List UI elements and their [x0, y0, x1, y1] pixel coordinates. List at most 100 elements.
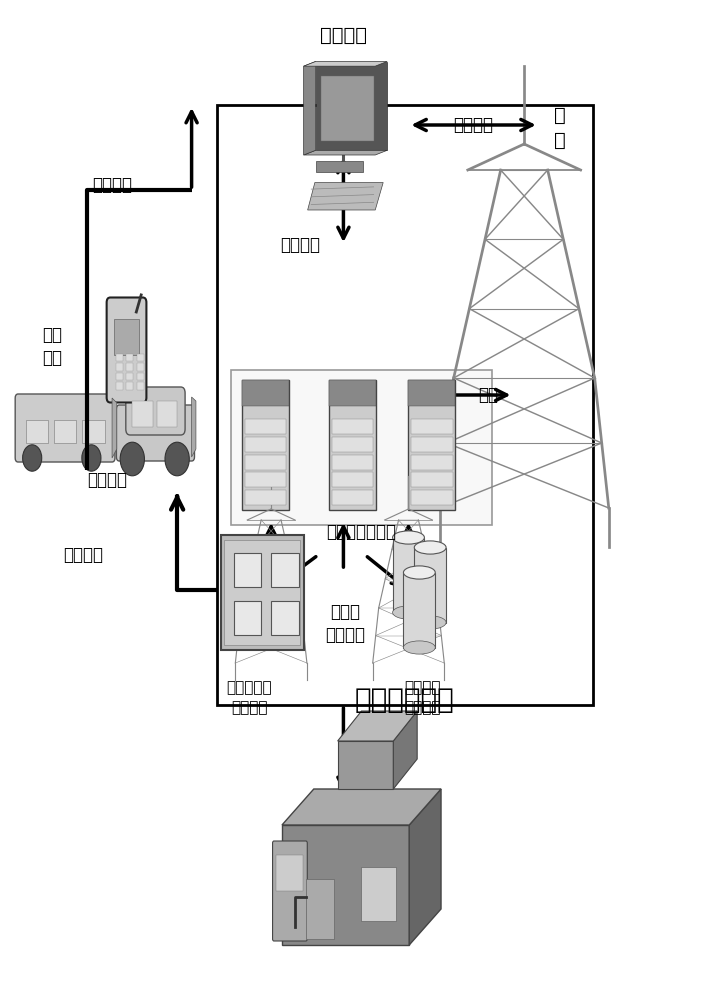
Bar [116, 354, 123, 361]
Bar [393, 538, 424, 612]
FancyBboxPatch shape [126, 387, 185, 435]
Text: 调度中心: 调度中心 [320, 26, 367, 45]
Bar [242, 380, 289, 510]
Bar [234, 601, 261, 635]
Bar [411, 455, 453, 470]
Polygon shape [304, 62, 388, 66]
Bar [245, 455, 286, 470]
Bar [245, 490, 286, 505]
Bar [408, 380, 455, 406]
Polygon shape [338, 711, 417, 741]
Polygon shape [315, 62, 388, 150]
Bar [245, 419, 286, 434]
Text: 更换电池: 更换电池 [63, 546, 103, 564]
Bar [271, 601, 299, 635]
Bar [217, 105, 593, 705]
Ellipse shape [393, 531, 424, 544]
Text: 多功能变流装置: 多功能变流装置 [327, 523, 396, 541]
Bar [137, 363, 144, 371]
Bar [242, 380, 289, 406]
Bar [132, 401, 153, 427]
Ellipse shape [393, 606, 424, 619]
Bar [82, 420, 105, 443]
Bar [54, 420, 77, 443]
Text: 车辆信息: 车辆信息 [92, 176, 132, 194]
Bar [414, 548, 446, 622]
Text: 功率: 功率 [478, 386, 498, 404]
Bar [127, 354, 133, 361]
Circle shape [120, 442, 145, 476]
Circle shape [165, 442, 189, 476]
Polygon shape [321, 76, 374, 141]
Bar [332, 455, 373, 470]
Circle shape [22, 445, 42, 471]
Bar [329, 380, 376, 510]
Bar [25, 420, 48, 443]
FancyBboxPatch shape [15, 394, 115, 462]
Text: 电动汽车: 电动汽车 [87, 471, 127, 489]
Bar [411, 472, 453, 487]
Text: 控制信息: 控制信息 [280, 236, 320, 254]
Text: 阶梯电池: 阶梯电池 [405, 680, 441, 696]
Bar [127, 373, 133, 380]
Ellipse shape [403, 566, 435, 579]
Ellipse shape [403, 641, 435, 654]
Polygon shape [304, 150, 388, 155]
Text: 终端: 终端 [42, 349, 62, 367]
Polygon shape [338, 741, 393, 789]
Bar [234, 553, 261, 587]
Text: 电: 电 [555, 105, 566, 124]
Bar [114, 319, 139, 355]
Bar [245, 472, 286, 487]
Bar [137, 354, 144, 361]
Bar [403, 572, 435, 648]
Bar [116, 382, 123, 390]
Polygon shape [304, 62, 315, 155]
Polygon shape [393, 711, 417, 789]
Bar [157, 401, 177, 427]
Text: 多目标: 多目标 [330, 603, 361, 621]
Bar [332, 419, 373, 434]
Bar [137, 382, 144, 390]
Text: 网: 网 [555, 130, 566, 149]
Text: 储能系统: 储能系统 [405, 700, 441, 716]
Ellipse shape [414, 616, 446, 629]
Polygon shape [282, 789, 441, 825]
FancyBboxPatch shape [273, 841, 307, 941]
Bar [276, 855, 304, 891]
Bar [329, 380, 376, 406]
FancyBboxPatch shape [116, 405, 194, 461]
Bar [224, 540, 300, 645]
Polygon shape [192, 397, 196, 457]
Bar [127, 363, 133, 371]
Text: 充放储一体站: 充放储一体站 [355, 686, 455, 714]
Polygon shape [315, 160, 363, 172]
Bar [137, 373, 144, 380]
Bar [332, 490, 373, 505]
Polygon shape [112, 398, 116, 458]
Circle shape [82, 445, 101, 471]
Polygon shape [307, 183, 383, 210]
Bar [411, 490, 453, 505]
Bar [127, 382, 133, 390]
Bar [245, 437, 286, 452]
Polygon shape [282, 825, 409, 945]
Bar [411, 437, 453, 452]
FancyBboxPatch shape [107, 298, 146, 402]
Text: 能量交换: 能量交换 [325, 626, 366, 644]
Text: 电网信息: 电网信息 [453, 116, 494, 134]
Text: 充放储电池: 充放储电池 [226, 680, 273, 696]
Bar [306, 879, 335, 939]
Bar [116, 373, 123, 380]
Bar [116, 363, 123, 371]
Bar [411, 419, 453, 434]
Bar [231, 370, 492, 525]
Bar [271, 553, 299, 587]
Text: 车载: 车载 [42, 326, 62, 344]
Polygon shape [409, 789, 441, 945]
Bar [362, 867, 396, 921]
Bar [221, 535, 304, 650]
Text: 更换系统: 更换系统 [231, 700, 268, 716]
Bar [332, 437, 373, 452]
Bar [408, 380, 455, 510]
